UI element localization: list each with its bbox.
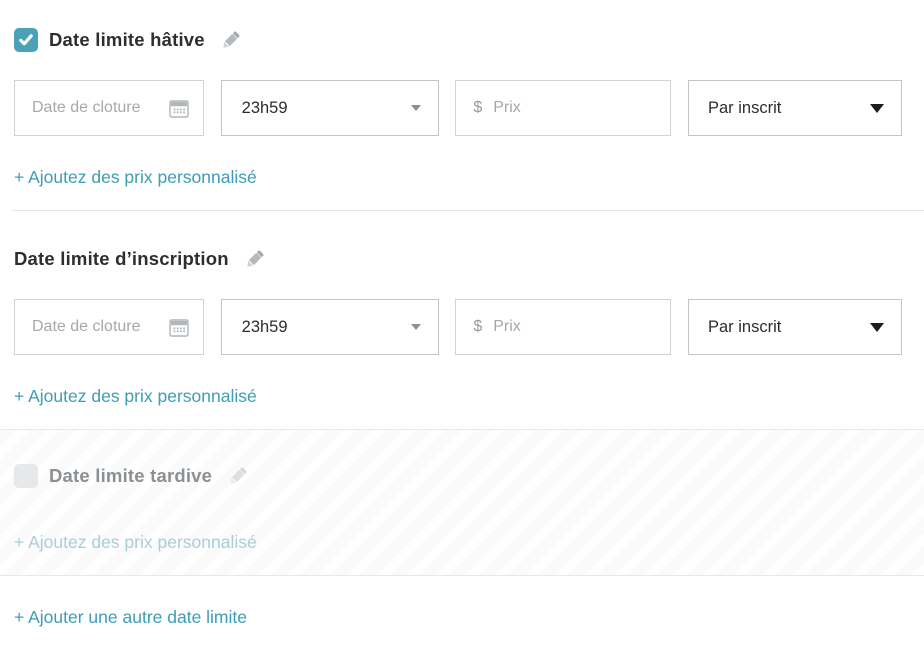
section-divider [12,210,924,211]
chevron-down-icon [869,322,884,332]
price-field[interactable]: $ [455,299,672,355]
price-field[interactable]: $ [455,80,672,136]
chevron-down-icon [410,105,421,111]
calendar-icon[interactable] [169,317,189,337]
closing-date-field[interactable] [14,299,204,355]
section-title: Date limite hâtive [49,29,205,50]
late-deadline-header: Date limite tardive [14,464,924,488]
registration-pricing-row: 23h59 $ Par inscrit [14,299,902,355]
price-unit-value: Par inscrit [707,98,782,117]
closing-date-input[interactable] [32,99,169,117]
dollar-sign-icon: $ [473,318,483,335]
dollar-sign-icon: $ [473,99,483,116]
closing-date-input[interactable] [32,318,169,336]
edit-pencil-icon[interactable] [218,28,243,53]
section-late-deadline-disabled: Date limite tardive + Ajoutez des prix p… [0,429,924,576]
section-title: Date limite d’inscription [14,248,229,269]
closing-time-select[interactable]: 23h59 [220,80,439,136]
edit-pencil-icon [225,464,250,489]
edit-pencil-icon[interactable] [242,247,267,272]
add-custom-prices-link-disabled: + Ajoutez des prix personnalisé [14,532,257,552]
price-input[interactable] [493,318,657,336]
section-registration-deadline: Date limite d’inscription [0,247,924,407]
early-deadline-checkbox[interactable] [14,28,38,52]
chevron-down-icon [410,324,421,330]
price-unit-value: Par inscrit [707,317,782,336]
price-input[interactable] [493,99,657,117]
closing-time-value: 23h59 [241,98,288,117]
price-unit-select[interactable]: Par inscrit [687,80,902,136]
chevron-down-icon [869,103,884,113]
add-custom-prices-link[interactable]: + Ajoutez des prix personnalisé [14,167,257,187]
closing-time-value: 23h59 [241,317,288,336]
check-icon [19,34,33,46]
registration-deadline-header: Date limite d’inscription [14,247,924,271]
early-deadline-header: Date limite hâtive [14,28,924,52]
late-deadline-checkbox[interactable] [14,464,38,488]
section-early-deadline: Date limite hâtive [0,0,924,188]
calendar-icon[interactable] [169,98,189,118]
add-custom-prices-link[interactable]: + Ajoutez des prix personnalisé [14,386,257,406]
add-another-deadline-link[interactable]: + Ajouter une autre date limite [14,607,247,627]
price-unit-select[interactable]: Par inscrit [687,299,902,355]
closing-time-select[interactable]: 23h59 [220,299,439,355]
section-title: Date limite tardive [49,465,213,486]
closing-date-field[interactable] [14,80,204,136]
early-pricing-row: 23h59 $ Par inscrit [14,80,902,136]
